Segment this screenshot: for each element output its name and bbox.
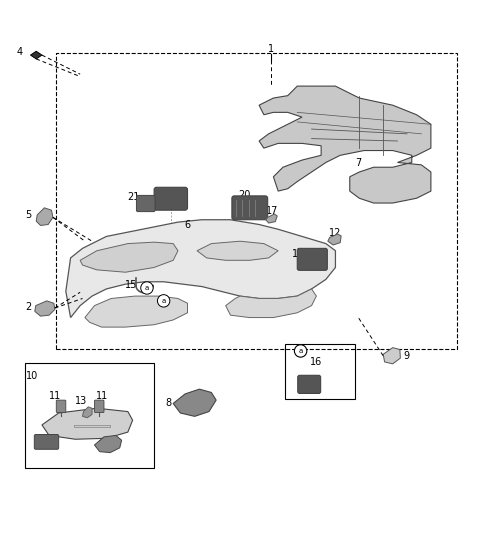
Polygon shape	[173, 389, 216, 417]
Polygon shape	[83, 407, 92, 418]
FancyBboxPatch shape	[136, 196, 155, 212]
Text: 5: 5	[25, 210, 32, 220]
Text: 20: 20	[239, 190, 251, 200]
Polygon shape	[226, 289, 316, 317]
Text: 14: 14	[292, 249, 304, 259]
Text: 13: 13	[75, 396, 88, 406]
Polygon shape	[80, 242, 178, 272]
Text: 11: 11	[96, 391, 108, 401]
Circle shape	[141, 282, 153, 294]
Text: 2: 2	[25, 302, 32, 312]
Circle shape	[294, 345, 307, 357]
Bar	[56, 53, 457, 348]
Text: 9: 9	[403, 351, 409, 361]
Text: 12: 12	[329, 228, 342, 238]
Polygon shape	[36, 208, 53, 225]
Text: 18: 18	[98, 440, 110, 450]
Text: 8: 8	[165, 398, 171, 408]
Text: a: a	[161, 298, 166, 304]
Polygon shape	[35, 301, 55, 316]
Text: a: a	[299, 348, 303, 354]
Polygon shape	[42, 408, 132, 439]
Text: a: a	[145, 285, 149, 291]
Polygon shape	[85, 296, 188, 327]
Polygon shape	[328, 234, 341, 245]
Polygon shape	[383, 347, 400, 364]
FancyBboxPatch shape	[232, 196, 268, 220]
Text: 17: 17	[266, 206, 278, 216]
Polygon shape	[95, 435, 121, 453]
Text: 16: 16	[310, 357, 323, 367]
Polygon shape	[31, 52, 42, 59]
Text: 7: 7	[355, 158, 361, 168]
Polygon shape	[66, 220, 336, 317]
Text: 19: 19	[39, 440, 51, 450]
FancyBboxPatch shape	[298, 375, 321, 393]
Bar	[285, 344, 355, 399]
Bar	[25, 363, 154, 468]
Polygon shape	[197, 241, 278, 260]
Circle shape	[157, 295, 170, 307]
Text: 15: 15	[125, 280, 137, 290]
FancyBboxPatch shape	[56, 400, 66, 413]
FancyBboxPatch shape	[297, 248, 327, 270]
FancyBboxPatch shape	[154, 187, 188, 210]
FancyBboxPatch shape	[95, 400, 104, 413]
Polygon shape	[259, 86, 431, 203]
Polygon shape	[266, 214, 277, 223]
FancyBboxPatch shape	[34, 434, 59, 449]
Text: 1: 1	[268, 44, 274, 54]
Text: 3: 3	[172, 190, 179, 200]
Text: 11: 11	[49, 391, 61, 401]
Text: 21: 21	[127, 192, 139, 202]
Text: 10: 10	[26, 371, 38, 381]
Text: 4: 4	[16, 47, 23, 57]
Text: 6: 6	[184, 220, 191, 230]
